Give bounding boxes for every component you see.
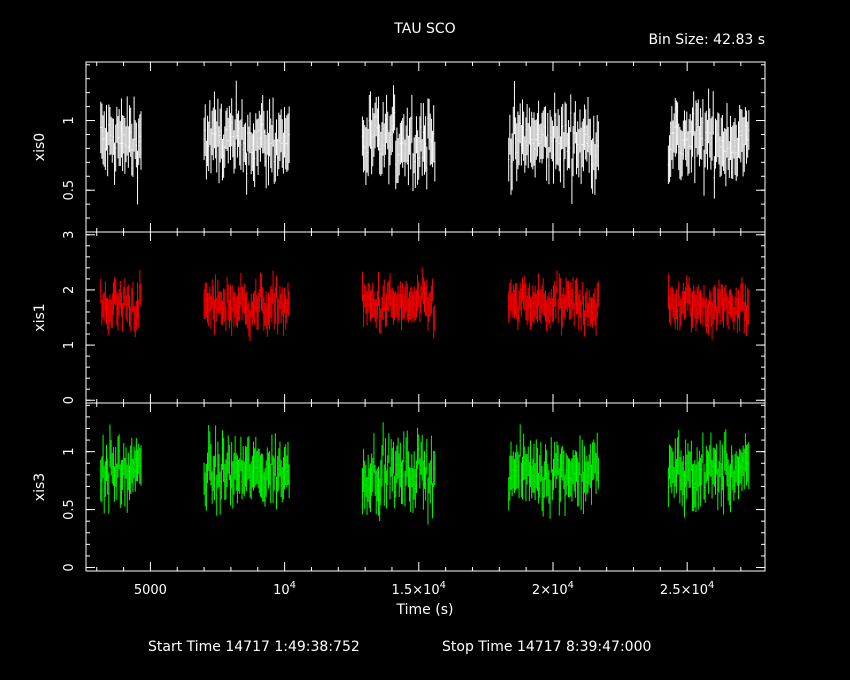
y-tick-label: 1 xyxy=(62,341,77,349)
chart-title: TAU SCO xyxy=(393,21,455,37)
x-tick-label: 2.5×104 xyxy=(660,580,714,598)
panel-frame xyxy=(85,231,766,404)
panel-xis0: 0.5 1 xis0 xyxy=(32,61,766,233)
x-tick-label: 1.5×104 xyxy=(392,580,446,598)
x-tick-label: 104 xyxy=(273,580,296,598)
series-xis3 xyxy=(100,422,750,525)
x-tick-label: 5000 xyxy=(134,583,167,598)
y-axis-label: xis3 xyxy=(32,473,48,501)
y-tick-label: 3 xyxy=(62,231,77,239)
series-xis0 xyxy=(100,80,750,205)
panel-frame xyxy=(85,402,766,572)
y-tick-label: 0 xyxy=(62,563,77,571)
series-xis1 xyxy=(100,267,750,341)
start-time-label: Start Time 14717 1:49:38:752 xyxy=(148,639,360,655)
panel-xis3: 0 0.5 1 xis3 xyxy=(32,402,766,572)
bin-size-label: Bin Size: 42.83 s xyxy=(648,32,765,48)
panel-xis1: 0 1 2 3 xis1 xyxy=(32,231,766,404)
y-axis-label: xis0 xyxy=(32,133,48,161)
y-axis-label: xis1 xyxy=(32,303,48,331)
y-tick-label: 1 xyxy=(62,116,77,124)
y-tick-label: 0.5 xyxy=(62,499,77,520)
y-tick-label: 2 xyxy=(62,286,77,294)
y-tick-label: 0.5 xyxy=(62,180,77,201)
x-axis-label: Time (s) xyxy=(396,602,454,618)
y-tick-label: 1 xyxy=(62,448,77,456)
x-tick-label: 2×104 xyxy=(532,580,574,598)
y-tick-label: 0 xyxy=(62,396,77,404)
stop-time-label: Stop Time 14717 8:39:47:000 xyxy=(442,639,651,655)
